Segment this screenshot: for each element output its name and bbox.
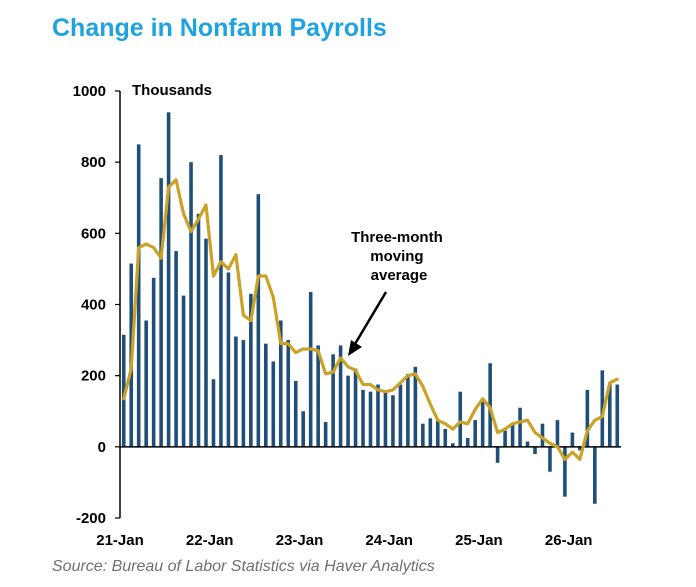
bar bbox=[570, 432, 575, 447]
bar bbox=[323, 421, 328, 447]
bar bbox=[428, 418, 433, 447]
bar bbox=[211, 379, 216, 447]
bar bbox=[293, 381, 298, 447]
moving-average-line bbox=[122, 178, 619, 461]
bar bbox=[136, 144, 141, 447]
bar bbox=[353, 368, 358, 447]
bar bbox=[458, 391, 463, 447]
bar bbox=[204, 238, 208, 447]
bar bbox=[383, 391, 388, 447]
source-note: Source: Bureau of Labor Statistics via H… bbox=[52, 558, 435, 575]
annotation-label: Three-month moving average bbox=[351, 229, 447, 284]
bar bbox=[338, 345, 343, 447]
y-tick-label: 0 bbox=[98, 439, 106, 456]
bar bbox=[361, 389, 365, 447]
tick-labels: -200 0 200 400 600 800 1000 21-Jan 22-Jan 23-Jan 2… bbox=[73, 83, 593, 549]
bar bbox=[316, 345, 320, 447]
annotation: Three-month moving average bbox=[348, 229, 447, 356]
bar bbox=[473, 420, 477, 447]
bar bbox=[256, 194, 261, 447]
x-tick-label: 22-Jan bbox=[186, 532, 234, 549]
bar bbox=[181, 295, 186, 447]
y-tick-label: -200 bbox=[76, 510, 106, 527]
bar bbox=[593, 446, 597, 504]
x-tick-label: 23-Jan bbox=[276, 532, 324, 549]
bar-series bbox=[121, 112, 620, 504]
bar bbox=[249, 293, 253, 447]
bar bbox=[563, 446, 567, 497]
bar bbox=[271, 361, 276, 447]
y-tick-label: 400 bbox=[81, 297, 106, 314]
bar bbox=[465, 437, 470, 447]
annotation-arrow-line bbox=[353, 291, 388, 345]
bar bbox=[376, 384, 380, 447]
bar bbox=[368, 391, 373, 447]
bar bbox=[495, 446, 500, 463]
axes bbox=[115, 90, 621, 519]
x-tick-label: 21-Jan bbox=[96, 532, 144, 549]
bar bbox=[241, 340, 246, 447]
bar bbox=[286, 340, 291, 447]
bar bbox=[398, 384, 403, 447]
y-unit-label: Thousands bbox=[132, 82, 212, 99]
bar bbox=[555, 420, 560, 447]
bar bbox=[196, 213, 201, 447]
bar bbox=[607, 382, 612, 447]
bar bbox=[278, 320, 283, 447]
bar bbox=[503, 430, 507, 447]
bar bbox=[585, 389, 590, 447]
bar bbox=[615, 384, 620, 447]
bar bbox=[219, 155, 223, 447]
bar bbox=[443, 429, 448, 447]
bar bbox=[189, 162, 193, 447]
x-tick-label: 26-Jan bbox=[545, 532, 593, 549]
x-tick-label: 25-Jan bbox=[455, 532, 503, 549]
bar bbox=[391, 395, 395, 447]
chart-title: Change in Nonfarm Payrolls bbox=[52, 14, 387, 42]
bar bbox=[346, 375, 350, 447]
bar bbox=[533, 446, 537, 454]
bar bbox=[234, 336, 238, 447]
bar bbox=[510, 423, 515, 447]
bar bbox=[450, 443, 455, 447]
bar bbox=[301, 411, 305, 447]
bar bbox=[159, 178, 163, 447]
bar bbox=[525, 441, 530, 447]
bar bbox=[166, 112, 171, 447]
annotation-arrow-head bbox=[348, 340, 362, 356]
bar bbox=[151, 277, 156, 447]
bar bbox=[406, 373, 410, 447]
y-tick-label: 1000 bbox=[73, 83, 106, 100]
bar bbox=[421, 423, 425, 447]
bar bbox=[174, 251, 178, 447]
bar bbox=[308, 292, 313, 447]
bar bbox=[331, 354, 335, 447]
bar bbox=[480, 398, 485, 447]
bar bbox=[413, 366, 418, 447]
bar bbox=[548, 446, 552, 472]
bar bbox=[264, 343, 268, 447]
y-tick-label: 600 bbox=[81, 225, 106, 242]
bar bbox=[144, 320, 148, 447]
bar bbox=[121, 334, 126, 447]
bar bbox=[600, 370, 605, 447]
bar bbox=[540, 423, 545, 447]
bar bbox=[436, 420, 440, 447]
bar bbox=[226, 272, 231, 447]
bar bbox=[518, 407, 522, 447]
x-tick-label: 24-Jan bbox=[365, 532, 413, 549]
bar bbox=[488, 363, 492, 447]
bar bbox=[578, 446, 582, 451]
y-tick-label: 200 bbox=[81, 368, 106, 385]
y-tick-label: 800 bbox=[81, 154, 106, 171]
